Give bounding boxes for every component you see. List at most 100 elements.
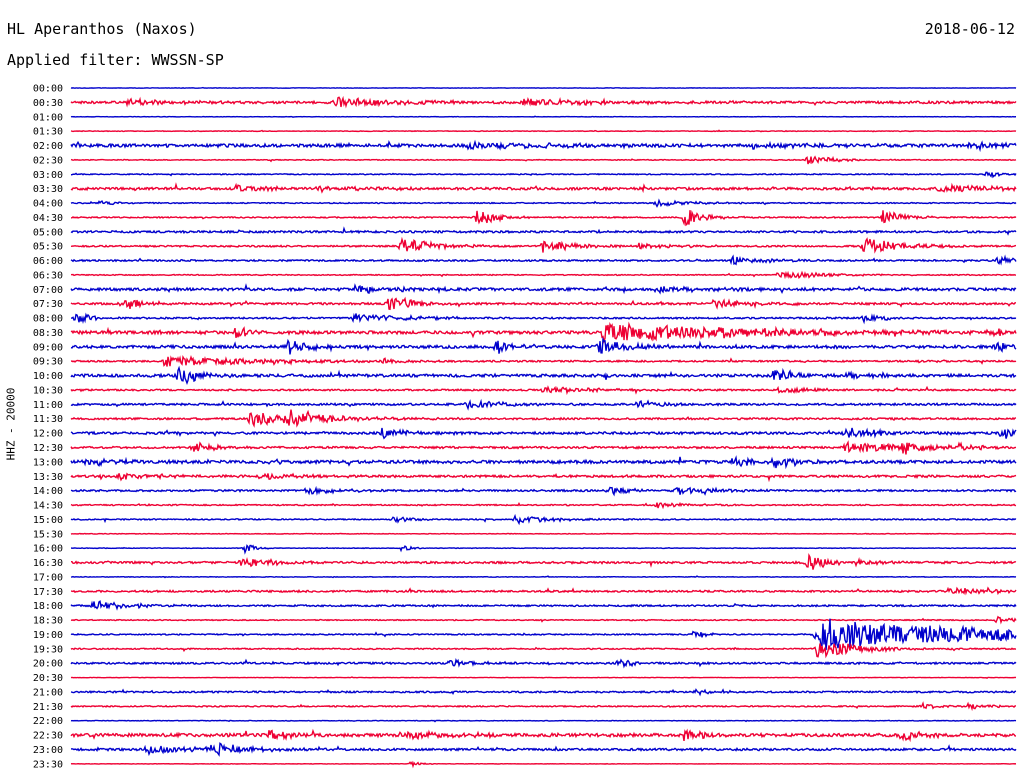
time-label-0300: 03:00 bbox=[33, 170, 63, 181]
trace-1500 bbox=[70, 513, 1017, 526]
time-label-1330: 13:30 bbox=[33, 472, 63, 483]
time-label-1800: 18:00 bbox=[33, 601, 63, 612]
trace-0130 bbox=[70, 129, 1017, 133]
trace-1630 bbox=[70, 553, 1017, 570]
time-label-1300: 13:00 bbox=[33, 457, 63, 468]
time-label-0700: 07:00 bbox=[33, 285, 63, 296]
trace-1100 bbox=[70, 398, 1017, 411]
time-label-0400: 04:00 bbox=[33, 199, 63, 210]
time-label-0100: 01:00 bbox=[33, 112, 63, 123]
trace-0430 bbox=[70, 210, 1017, 227]
time-label-0800: 08:00 bbox=[33, 314, 63, 325]
time-label-1000: 10:00 bbox=[33, 371, 63, 382]
trace-1000 bbox=[70, 365, 1017, 385]
station-title: HL Aperanthos (Naxos) bbox=[7, 20, 197, 38]
trace-1400 bbox=[70, 485, 1017, 497]
trace-1330 bbox=[70, 472, 1017, 483]
time-label-1900: 19:00 bbox=[33, 630, 63, 641]
trace-2300 bbox=[70, 742, 1017, 757]
time-label-1200: 12:00 bbox=[33, 429, 63, 440]
time-label-1830: 18:30 bbox=[33, 616, 63, 627]
trace-0530 bbox=[70, 236, 1017, 254]
time-label-0200: 02:00 bbox=[33, 141, 63, 152]
trace-2100 bbox=[70, 688, 1017, 697]
trace-2230 bbox=[70, 728, 1017, 743]
time-label-2230: 22:30 bbox=[33, 731, 63, 742]
time-label-1630: 16:30 bbox=[33, 558, 63, 569]
trace-2200 bbox=[70, 719, 1017, 723]
trace-1600 bbox=[70, 544, 1017, 555]
trace-0630 bbox=[70, 270, 1017, 280]
trace-0830 bbox=[70, 321, 1017, 344]
time-label-0730: 07:30 bbox=[33, 299, 63, 310]
trace-0030 bbox=[70, 95, 1017, 109]
time-label-0600: 06:00 bbox=[33, 256, 63, 267]
time-label-1130: 11:30 bbox=[33, 414, 63, 425]
trace-1030 bbox=[70, 385, 1017, 396]
trace-0800 bbox=[70, 312, 1017, 325]
time-label-0330: 03:30 bbox=[33, 184, 63, 195]
time-label-2200: 22:00 bbox=[33, 716, 63, 727]
trace-1700 bbox=[70, 575, 1017, 579]
time-label-2130: 21:30 bbox=[33, 702, 63, 713]
time-label-2000: 20:00 bbox=[33, 659, 63, 670]
trace-0930 bbox=[70, 354, 1017, 367]
trace-0100 bbox=[70, 115, 1017, 119]
time-label-1530: 15:30 bbox=[33, 529, 63, 540]
trace-2330 bbox=[70, 760, 1017, 769]
filter-label: Applied filter: WWSSN-SP bbox=[7, 51, 224, 69]
time-label-2300: 23:00 bbox=[33, 745, 63, 756]
time-label-1700: 17:00 bbox=[33, 572, 63, 583]
time-label-0630: 06:30 bbox=[33, 270, 63, 281]
time-label-1600: 16:00 bbox=[33, 544, 63, 555]
time-label-1730: 17:30 bbox=[33, 587, 63, 598]
time-label-0830: 08:30 bbox=[33, 328, 63, 339]
time-label-0000: 00:00 bbox=[33, 84, 63, 95]
time-label-2100: 21:00 bbox=[33, 687, 63, 698]
trace-1430 bbox=[70, 501, 1017, 510]
time-label-0130: 01:30 bbox=[33, 127, 63, 138]
time-label-0530: 05:30 bbox=[33, 242, 63, 253]
trace-0230 bbox=[70, 155, 1017, 165]
trace-0700 bbox=[70, 283, 1017, 295]
trace-0730 bbox=[70, 296, 1016, 311]
time-label-1100: 11:00 bbox=[33, 400, 63, 411]
time-label-1500: 15:00 bbox=[33, 515, 63, 526]
trace-2000 bbox=[70, 657, 1017, 669]
trace-1800 bbox=[70, 600, 1017, 611]
time-label-1930: 19:30 bbox=[33, 644, 63, 655]
time-label-0500: 05:00 bbox=[33, 227, 63, 238]
trace-0300 bbox=[70, 171, 1017, 179]
trace-1230 bbox=[70, 440, 1017, 455]
trace-0500 bbox=[70, 226, 1017, 236]
trace-1300 bbox=[70, 455, 1017, 470]
trace-1900 bbox=[70, 618, 1017, 651]
trace-2130 bbox=[70, 701, 1017, 712]
trace-0200 bbox=[70, 139, 1017, 153]
time-label-1030: 10:30 bbox=[33, 385, 63, 396]
time-label-0930: 09:30 bbox=[33, 357, 63, 368]
trace-1530 bbox=[70, 532, 1017, 535]
trace-0900 bbox=[70, 336, 1017, 355]
record-date: 2018-06-12 bbox=[924, 20, 1015, 38]
trace-0400 bbox=[70, 198, 1017, 208]
time-label-2030: 20:30 bbox=[33, 673, 63, 684]
time-label-1230: 12:30 bbox=[33, 443, 63, 454]
time-label-0900: 09:00 bbox=[33, 342, 63, 353]
time-label-0430: 04:30 bbox=[33, 213, 63, 224]
time-label-0030: 00:30 bbox=[33, 98, 63, 109]
time-label-0230: 02:30 bbox=[33, 155, 63, 166]
time-label-2330: 23:30 bbox=[33, 759, 63, 770]
trace-0600 bbox=[70, 254, 1017, 266]
trace-1130 bbox=[70, 409, 1017, 428]
trace-2030 bbox=[70, 676, 1017, 679]
time-label-1400: 14:00 bbox=[33, 486, 63, 497]
trace-1200 bbox=[70, 427, 1017, 440]
trace-0000 bbox=[70, 86, 1017, 89]
time-label-1430: 14:30 bbox=[33, 501, 63, 512]
trace-1730 bbox=[70, 586, 1017, 596]
trace-0330 bbox=[70, 182, 1017, 194]
trace-1930 bbox=[70, 642, 1017, 659]
trace-1830 bbox=[70, 615, 1017, 625]
